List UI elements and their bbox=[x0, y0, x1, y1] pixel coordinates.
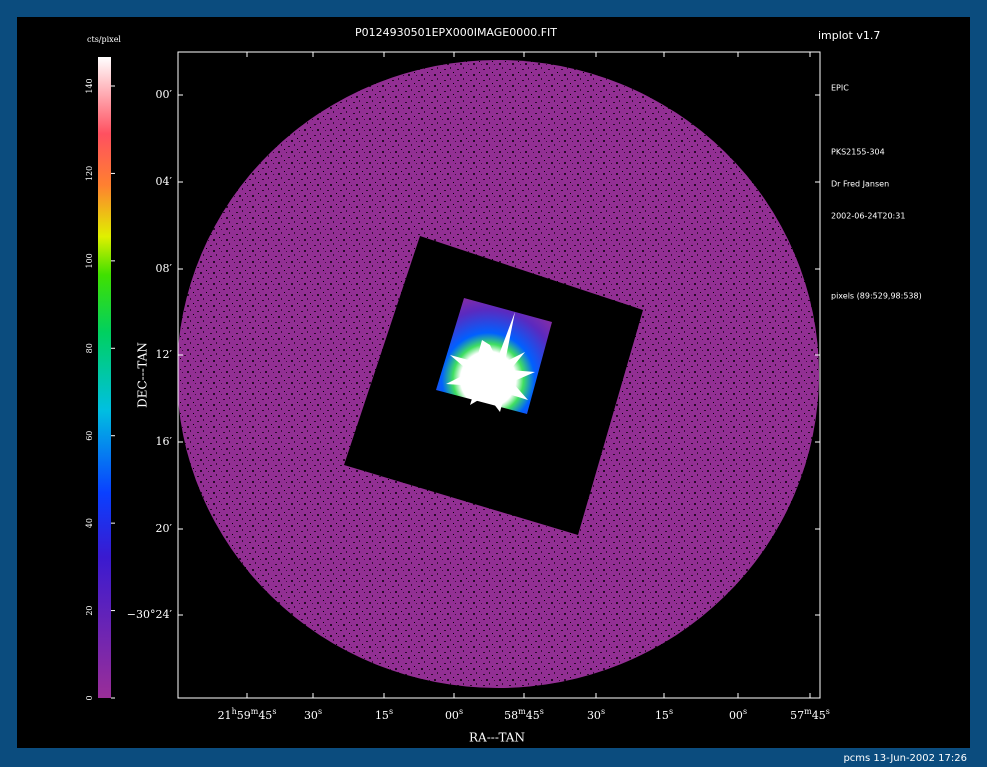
x-tick-part: 21 bbox=[218, 709, 232, 722]
info-text: EPIC bbox=[831, 84, 849, 93]
footer: pcms 13-Jun-2002 17:26 bbox=[843, 753, 967, 764]
y-tick-label: −30°24′ bbox=[127, 608, 173, 621]
y-axis-label: DEC---TAN bbox=[136, 342, 150, 408]
y-tick-label: 12′ bbox=[156, 348, 173, 361]
y-tick-label: 20′ bbox=[156, 522, 173, 535]
x-tick-part: 45 bbox=[526, 709, 540, 722]
x-tick-part: s bbox=[669, 707, 673, 716]
x-tick-part: 15 bbox=[375, 709, 389, 722]
colorbar-tick-label: 140 bbox=[85, 78, 94, 93]
colorbar-tick-label: 80 bbox=[85, 343, 94, 353]
colorbar-tick-label: 100 bbox=[85, 253, 94, 268]
colorbar-tick-label: 60 bbox=[85, 431, 94, 441]
info-text: pixels (89:529,98:538) bbox=[831, 292, 922, 301]
x-tick-part: 45 bbox=[812, 709, 826, 722]
y-tick-label: 04′ bbox=[156, 175, 173, 188]
x-tick-part: 30 bbox=[587, 709, 601, 722]
x-tick-part: 59 bbox=[237, 709, 251, 722]
x-tick-part: 58 bbox=[504, 709, 518, 722]
x-tick-part: s bbox=[389, 707, 393, 716]
colorbar-tick-label: 120 bbox=[85, 166, 94, 181]
colorbar-tick-label: 40 bbox=[85, 518, 94, 528]
y-tick-label: 16′ bbox=[156, 435, 173, 448]
page: {"header": {"title": "P0124930501EPX000I… bbox=[0, 0, 987, 767]
screen: P0124930501EPX000IMAGE0000.FIT implot v1… bbox=[0, 0, 987, 767]
program: implot v1.7 bbox=[818, 29, 880, 42]
colorbar-tick-label: 20 bbox=[85, 605, 94, 615]
x-tick-part: s bbox=[826, 707, 830, 716]
colorbar bbox=[98, 57, 111, 698]
x-tick-part: s bbox=[601, 707, 605, 716]
x-tick-part: 00 bbox=[729, 709, 743, 722]
title: P0124930501EPX000IMAGE0000.FIT bbox=[355, 26, 557, 39]
y-tick-label: 08′ bbox=[156, 262, 173, 275]
x-tick-part: 15 bbox=[655, 709, 669, 722]
info-text: PKS2155-304 bbox=[831, 148, 885, 157]
info-text: 2002-06-24T20:31 bbox=[831, 212, 905, 221]
x-tick-part: s bbox=[743, 707, 747, 716]
x-tick-part: s bbox=[540, 707, 544, 716]
colorbar-label: cts/pixel bbox=[87, 35, 121, 44]
x-tick-part: 57 bbox=[790, 709, 804, 722]
x-tick-label: 21h59m45s bbox=[218, 707, 277, 723]
x-tick-part: 00 bbox=[445, 709, 459, 722]
x-tick-part: s bbox=[318, 707, 322, 716]
x-tick-part: s bbox=[272, 707, 276, 716]
colorbar-tick-label: 0 bbox=[85, 695, 94, 700]
x-axis-label: RA---TAN bbox=[469, 731, 525, 745]
x-tick-part: 45 bbox=[258, 709, 272, 722]
info-text: Dr Fred Jansen bbox=[831, 180, 889, 189]
x-tick-part: s bbox=[459, 707, 463, 716]
image bbox=[177, 60, 819, 688]
y-tick-label: 00′ bbox=[156, 88, 173, 101]
x-tick-part: 30 bbox=[304, 709, 318, 722]
